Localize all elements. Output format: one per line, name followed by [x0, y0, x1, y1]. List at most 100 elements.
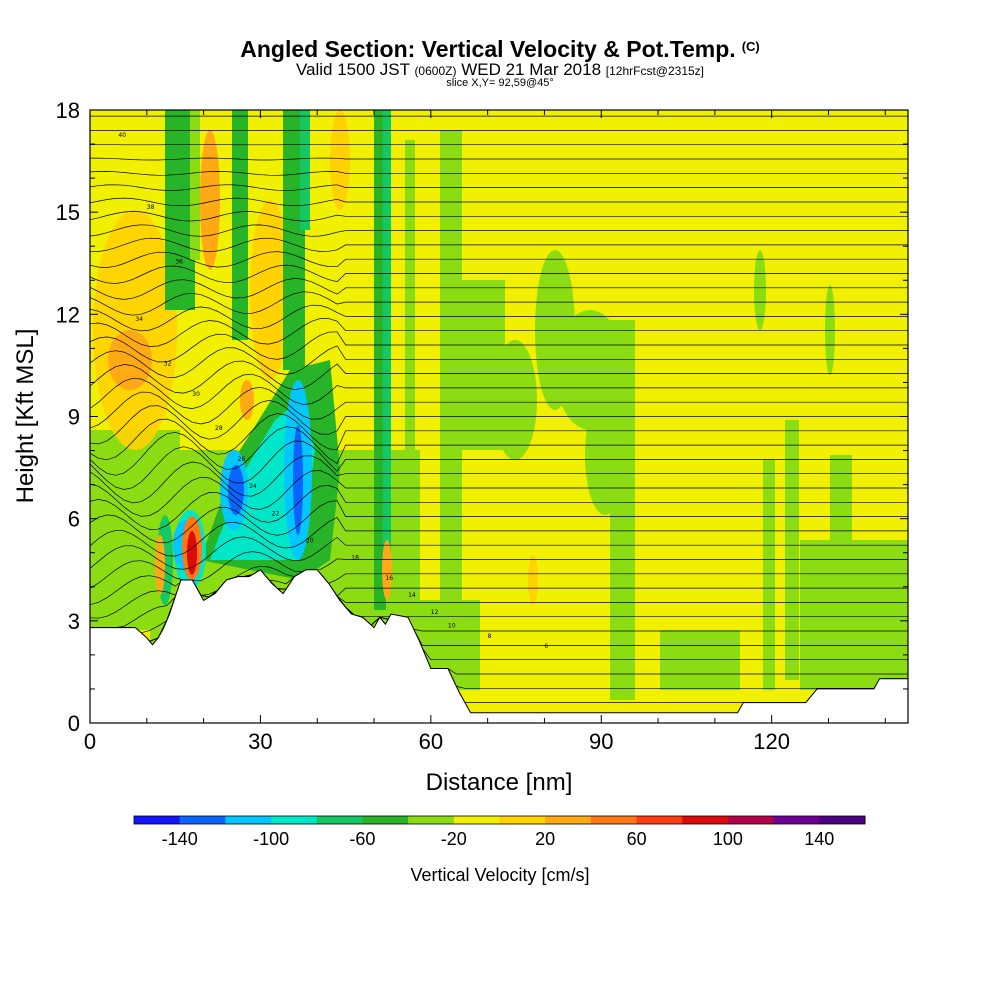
velocity-region-15	[300, 110, 310, 230]
isentrope-line-22	[90, 373, 908, 409]
isentrope-line-20	[90, 400, 908, 445]
colorbar-frame	[133, 815, 866, 825]
colorbar-swatch	[225, 816, 272, 824]
isentrope-label: 20	[306, 538, 314, 545]
velocity-region-10	[330, 110, 350, 210]
velocity-region-9	[200, 130, 220, 270]
x-tick-label: 30	[248, 729, 272, 754]
isentrope-line-14	[90, 485, 908, 530]
x-tick-label: 60	[419, 729, 443, 754]
velocity-region-8	[250, 200, 290, 380]
chart-title: Angled Section: Vertical Velocity & Pot.…	[240, 36, 760, 62]
isentrope-label: 14	[408, 592, 416, 599]
isentrope-line-33	[90, 224, 908, 237]
isentrope-label: 6	[544, 643, 548, 650]
y-tick-label: 18	[56, 98, 80, 123]
isentrope-label: 22	[272, 510, 280, 517]
colorbar-swatch	[453, 816, 500, 824]
velocity-region-30	[830, 455, 852, 685]
velocity-region-44	[240, 380, 254, 420]
velocity-region-28	[785, 420, 799, 680]
y-tick-label: 12	[56, 302, 80, 327]
isentrope-label: 28	[215, 425, 223, 432]
colorbar-swatch	[499, 816, 546, 824]
x-tick-label: 120	[753, 729, 790, 754]
isentrope-label: 18	[351, 555, 359, 562]
isentrope-line-25	[90, 331, 908, 363]
isentrope-line-12	[90, 516, 908, 557]
velocity-region-27	[763, 460, 775, 690]
velocity-region-41	[187, 531, 197, 575]
colorbar-label: -20	[441, 829, 467, 849]
isentrope-label: 12	[431, 609, 439, 616]
colorbar-swatch	[316, 816, 363, 824]
velocity-region-12	[190, 110, 200, 260]
velocity-region-17	[383, 110, 391, 590]
isentrope-label: 30	[192, 391, 200, 398]
chart-slice-info: slice X,Y= 92,59@45°	[446, 77, 554, 89]
colorbar-label: 60	[627, 829, 647, 849]
isentrope-line-38	[90, 157, 908, 161]
title-unit: (C)	[741, 39, 760, 54]
isentrope-line-17	[90, 440, 908, 490]
colorbar-swatch	[773, 816, 820, 824]
subtitle-date: WED 21 Mar 2018	[461, 60, 602, 79]
colorbar-swatch	[682, 816, 729, 824]
isentrope-line-34	[90, 211, 908, 222]
isentrope-label: 32	[164, 360, 172, 367]
isentrope-line-36	[90, 184, 908, 191]
colorbar-swatch	[408, 816, 455, 824]
isentrope-line-32	[90, 237, 908, 252]
colorbar-swatch	[819, 816, 866, 824]
isentrope-label: 24	[249, 483, 257, 490]
velocity-region-7	[108, 330, 152, 390]
potential-temperature-contours: 40 38 36 34 32 30 28 26 24 22 20 18 16 14 12 10 8 6	[90, 115, 908, 703]
subtitle-utc: (0600Z)	[414, 64, 457, 78]
velocity-region-19	[440, 130, 462, 600]
x-tick-label: 0	[84, 729, 96, 754]
colorbar: -140 -100 -60 -20 20 60 100 140	[133, 815, 866, 849]
x-axis: 0 30 60 90 120	[84, 110, 886, 754]
velocity-region-43	[382, 540, 392, 600]
colorbar-swatch	[727, 816, 775, 824]
y-tick-label: 15	[56, 200, 80, 225]
colorbar-label: -100	[253, 829, 289, 849]
isentrope-line-15	[90, 470, 908, 517]
isentrope-line-13	[90, 500, 908, 544]
isentrope-label: 38	[147, 204, 155, 211]
isentrope-label: 40	[118, 132, 126, 139]
colorbar-label: -140	[162, 829, 198, 849]
velocity-region-42	[155, 535, 165, 595]
velocity-region-25	[585, 395, 625, 515]
velocity-region-18	[405, 140, 415, 600]
colorbar-swatch	[362, 816, 409, 824]
colorbar-label: 100	[713, 829, 743, 849]
y-tick-label: 3	[68, 609, 80, 634]
isentrope-line-19	[90, 413, 908, 461]
isentrope-label: 10	[448, 623, 456, 630]
y-axis-title: Height [Kft MSL]	[12, 329, 39, 504]
isentrope-label: 36	[175, 258, 183, 265]
subtitle-fcst: [12hrFcst@2315z]	[605, 64, 705, 78]
isentrope-line-18	[90, 426, 908, 476]
isentrope-line-10	[90, 551, 908, 589]
isentrope-label: 34	[135, 316, 143, 323]
isentrope-label: 16	[385, 575, 393, 582]
isentrope-line-23	[90, 360, 908, 394]
colorbar-swatch	[636, 816, 683, 824]
y-tick-label: 9	[68, 405, 80, 430]
colorbar-swatch	[179, 816, 226, 824]
velocity-region-3	[800, 540, 908, 690]
plot-area: 40 38 36 34 32 30 28 26 24 22 20 18 16 14 12 10 8 6	[90, 110, 908, 723]
isentrope-line-31	[90, 251, 908, 268]
x-tick-label: 90	[589, 729, 613, 754]
x-axis-title: Distance [nm]	[426, 769, 573, 796]
colorbar-swatch	[134, 816, 181, 824]
isentrope-line-30	[90, 264, 908, 284]
colorbar-label: 20	[535, 829, 555, 849]
isentrope-label: 8	[488, 633, 492, 640]
isentrope-line-11	[90, 536, 908, 570]
isentrope-line-29	[90, 278, 908, 300]
colorbar-title: Vertical Velocity [cm/s]	[410, 865, 589, 885]
colorbar-swatch	[590, 816, 638, 824]
